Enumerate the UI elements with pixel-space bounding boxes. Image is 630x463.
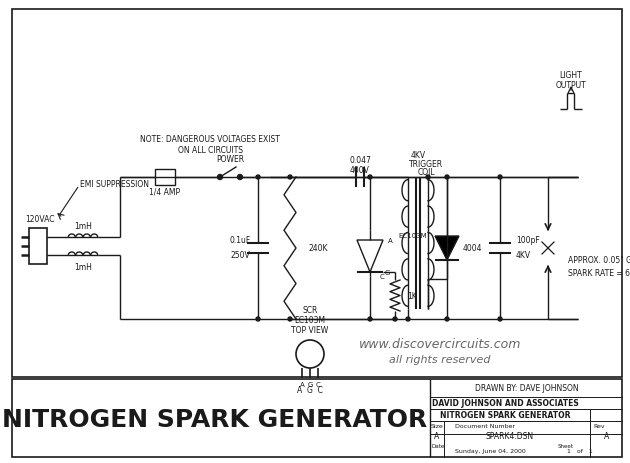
Circle shape (217, 175, 222, 180)
Circle shape (256, 317, 260, 321)
Polygon shape (357, 240, 383, 272)
Text: NITROGEN SPARK GENERATOR: NITROGEN SPARK GENERATOR (440, 411, 570, 419)
Text: EC103M: EC103M (294, 316, 326, 325)
Text: SCR: SCR (302, 306, 318, 315)
Text: EMI SUPPRESSION: EMI SUPPRESSION (80, 180, 149, 189)
Circle shape (445, 317, 449, 321)
Circle shape (426, 175, 430, 180)
Bar (12, 379, 622, 457)
Text: TRIGGER: TRIGGER (409, 160, 443, 169)
Bar (12, 10, 622, 377)
Text: 400V: 400V (350, 166, 370, 175)
Text: A  G  C: A G C (297, 386, 323, 394)
Text: NOTE: DANGEROUS VOLTAGES EXIST: NOTE: DANGEROUS VOLTAGES EXIST (140, 135, 280, 144)
Text: DRAWN BY: DAVE JOHNSON: DRAWN BY: DAVE JOHNSON (475, 384, 579, 393)
Text: TOP VIEW: TOP VIEW (292, 326, 329, 335)
Text: 1mH: 1mH (74, 263, 92, 272)
Circle shape (256, 175, 260, 180)
Text: A: A (300, 381, 304, 387)
Text: NITROGEN SPARK GENERATOR: NITROGEN SPARK GENERATOR (3, 407, 428, 431)
Text: 1   of   1: 1 of 1 (567, 449, 593, 454)
Text: 1/4 AMP: 1/4 AMP (149, 187, 181, 196)
Text: A: A (388, 238, 392, 244)
Circle shape (368, 175, 372, 180)
Text: Document Number: Document Number (455, 424, 515, 429)
Text: COIL: COIL (417, 168, 435, 177)
Text: LIGHT: LIGHT (559, 70, 582, 79)
Text: Size: Size (431, 424, 444, 429)
Text: 120VAC: 120VAC (25, 215, 55, 224)
Text: 4KV: 4KV (410, 151, 425, 160)
Text: 1K: 1K (407, 291, 417, 300)
Bar (29, 229, 47, 264)
Text: SPARK RATE = 60/SEC: SPARK RATE = 60/SEC (568, 268, 630, 277)
Text: C: C (316, 381, 321, 387)
Circle shape (238, 175, 243, 180)
Text: G: G (385, 269, 391, 275)
Circle shape (498, 317, 502, 321)
Circle shape (498, 175, 502, 180)
Text: 4004: 4004 (463, 244, 483, 253)
Text: G: G (307, 381, 312, 387)
Text: A: A (604, 432, 610, 441)
Text: 4KV: 4KV (516, 250, 531, 259)
Circle shape (296, 340, 324, 368)
Text: 1mH: 1mH (74, 222, 92, 231)
Text: SPARK4.DSN: SPARK4.DSN (486, 432, 534, 441)
Text: Sunday, June 04, 2000: Sunday, June 04, 2000 (455, 449, 525, 454)
Text: Rev: Rev (593, 424, 605, 429)
Circle shape (288, 317, 292, 321)
Text: Sheet: Sheet (558, 444, 574, 449)
Circle shape (368, 317, 372, 321)
Text: POWER: POWER (216, 155, 244, 164)
Circle shape (393, 317, 397, 321)
Text: 0.047: 0.047 (349, 156, 371, 165)
Text: 0.1uF: 0.1uF (229, 236, 251, 245)
Text: DAVID JOHNSON AND ASSOCIATES: DAVID JOHNSON AND ASSOCIATES (432, 399, 578, 407)
Polygon shape (435, 237, 459, 260)
Text: www.discovercircuits.com: www.discovercircuits.com (359, 338, 521, 351)
Text: OUTPUT: OUTPUT (556, 80, 587, 89)
Text: 100pF: 100pF (516, 236, 540, 245)
Text: all rights reserved: all rights reserved (389, 354, 491, 364)
Bar (155, 169, 175, 186)
Circle shape (288, 175, 292, 180)
Text: EC103M: EC103M (398, 232, 427, 238)
Text: C: C (380, 274, 385, 279)
Text: ON ALL CIRCUITS: ON ALL CIRCUITS (178, 146, 243, 155)
Text: Date: Date (431, 444, 444, 449)
Text: 250V: 250V (230, 250, 250, 259)
Text: A: A (434, 432, 440, 441)
Text: 240K: 240K (308, 244, 328, 253)
Circle shape (406, 317, 410, 321)
Circle shape (445, 175, 449, 180)
Text: APPROX. 0.05" GAP: APPROX. 0.05" GAP (568, 256, 630, 265)
